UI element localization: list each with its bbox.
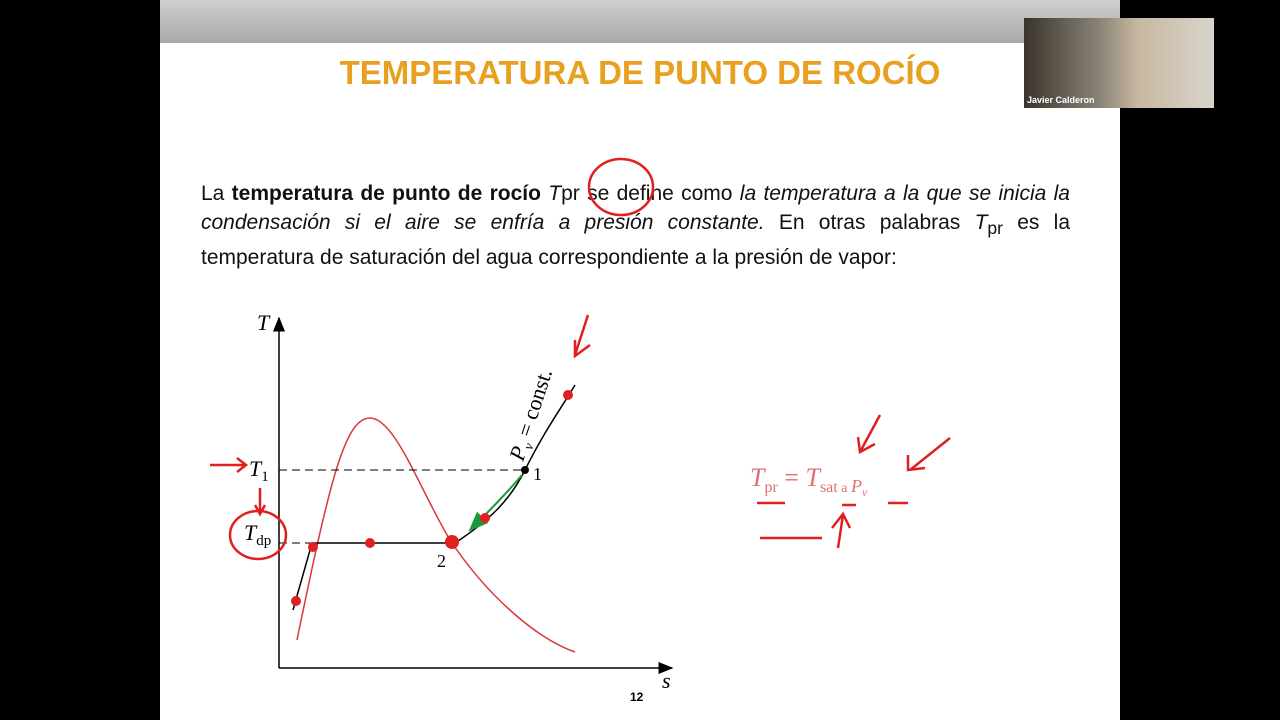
text: La bbox=[201, 182, 232, 205]
symbol: T bbox=[974, 211, 988, 234]
page-number: 12 bbox=[630, 690, 644, 704]
dashed-lines bbox=[279, 469, 525, 544]
isobar-label: Pv = const. bbox=[504, 365, 561, 465]
t1-label: T1 bbox=[249, 456, 269, 485]
subscript: pr bbox=[764, 479, 778, 496]
symbol: P bbox=[850, 476, 862, 496]
slide: TEMPERATURA DE PUNTO DE ROCÍO La tempera… bbox=[160, 0, 1120, 720]
text: = bbox=[778, 463, 806, 492]
annotations bbox=[210, 157, 951, 561]
text: pr se define como bbox=[561, 182, 740, 205]
subscript: pr bbox=[987, 218, 1003, 239]
point-label: 2 bbox=[437, 551, 446, 571]
saturation-dome bbox=[296, 417, 576, 653]
paragraph: La temperatura de punto de rocío Tpr se … bbox=[201, 179, 1070, 272]
y-axis-label: T bbox=[257, 310, 271, 335]
subscript: dp bbox=[256, 533, 271, 549]
subscript: v bbox=[862, 485, 868, 499]
symbol: T bbox=[548, 182, 562, 205]
definition: la temperatura a la que se inicia la con… bbox=[201, 182, 1070, 234]
text: es la temperatura de saturación del agua… bbox=[201, 211, 1071, 270]
tdp-label: Tdp bbox=[244, 520, 271, 549]
x-axis-label: s bbox=[662, 668, 671, 693]
subscript: sat bbox=[820, 479, 838, 496]
participant-name: Javier Calderon bbox=[1027, 95, 1095, 105]
diagram-labels: T s T1 Tdp Pv = const. 1 2 bbox=[244, 310, 671, 693]
symbol: T bbox=[805, 463, 821, 492]
subscript: v bbox=[521, 441, 537, 452]
symbol: T bbox=[244, 520, 258, 545]
cooling-arrow bbox=[468, 474, 523, 532]
point-label: 1 bbox=[533, 464, 542, 484]
webcam-tile: Javier Calderon bbox=[1024, 18, 1214, 108]
slide-title: TEMPERATURA DE PUNTO DE ROCÍO bbox=[339, 54, 941, 91]
isobar-low bbox=[292, 542, 455, 611]
annotations bbox=[291, 390, 573, 606]
isobar bbox=[454, 384, 576, 544]
state-point bbox=[521, 466, 529, 474]
symbol: T bbox=[249, 456, 263, 481]
subscript: 1 bbox=[261, 469, 269, 485]
text: a bbox=[838, 481, 851, 496]
text: = const. bbox=[510, 365, 557, 444]
text: En otras palabras bbox=[764, 211, 975, 234]
bold-term: temperatura de punto de rocío bbox=[231, 182, 541, 205]
top-band bbox=[160, 0, 1120, 43]
axes bbox=[273, 316, 674, 674]
symbol: T bbox=[750, 463, 766, 492]
equation: Tpr = Tsat a Pv bbox=[750, 463, 868, 499]
